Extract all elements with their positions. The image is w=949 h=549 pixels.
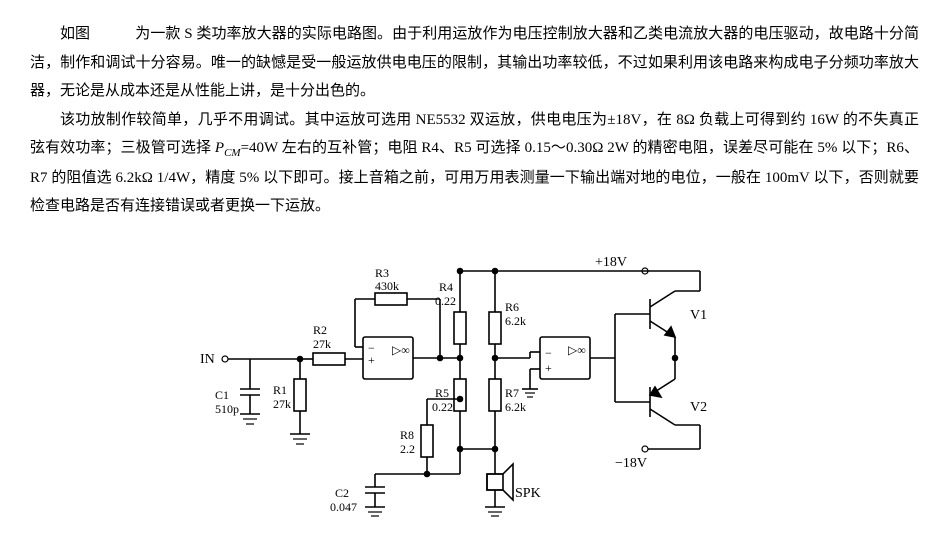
paragraph-1: 如图 为一款 S 类功率放大器的实际电路图。由于利用运放作为电压控制放大器和乙类… [30, 20, 919, 106]
label-v1: V1 [690, 308, 707, 323]
label-c2: C2 [335, 486, 349, 500]
label-r2: R2 [313, 323, 327, 337]
label-r3v: 430k [375, 279, 399, 293]
label-r6v: 6.2k [505, 314, 526, 328]
svg-text:−: − [545, 346, 552, 360]
label-c1: C1 [215, 388, 229, 402]
label-r6: R6 [505, 300, 519, 314]
svg-text:−: − [368, 341, 375, 355]
label-r5: R5 [435, 386, 449, 400]
circuit-svg: IN C1 510p R1 27k R2 27k + − ▷∞ R3 430k … [195, 239, 755, 529]
label-r5v: 0.22 [432, 400, 453, 414]
circuit-figure: IN C1 510p R1 27k R2 27k + − ▷∞ R3 430k … [30, 239, 919, 529]
label-r7: R7 [505, 386, 519, 400]
label-spk: SPK [515, 486, 541, 501]
svg-text:+: + [545, 361, 552, 375]
paragraph-2: 该功放制作较简单，几乎不用调试。其中运放可选用 NE5532 双运放，供电电压为… [30, 106, 919, 221]
label-vn: −18V [615, 456, 647, 471]
label-r1v: 27k [273, 397, 291, 411]
label-r2v: 27k [313, 337, 331, 351]
label-vp: +18V [595, 255, 627, 270]
label-c2v: 0.047 [330, 500, 357, 514]
label-r3: R3 [375, 266, 389, 280]
label-r8: R8 [400, 428, 414, 442]
label-in: IN [200, 352, 215, 367]
label-v2: V2 [690, 400, 707, 415]
svg-text:+: + [368, 353, 375, 367]
label-r4: R4 [439, 280, 453, 294]
svg-text:▷∞: ▷∞ [392, 343, 410, 357]
svg-text:▷∞: ▷∞ [568, 343, 586, 357]
label-r8v: 2.2 [400, 442, 415, 456]
label-r4v: 0.22 [435, 294, 456, 308]
label-r7v: 6.2k [505, 400, 526, 414]
label-r1: R1 [273, 383, 287, 397]
label-c1v: 510p [215, 402, 239, 416]
pcm: PCM [215, 140, 241, 156]
